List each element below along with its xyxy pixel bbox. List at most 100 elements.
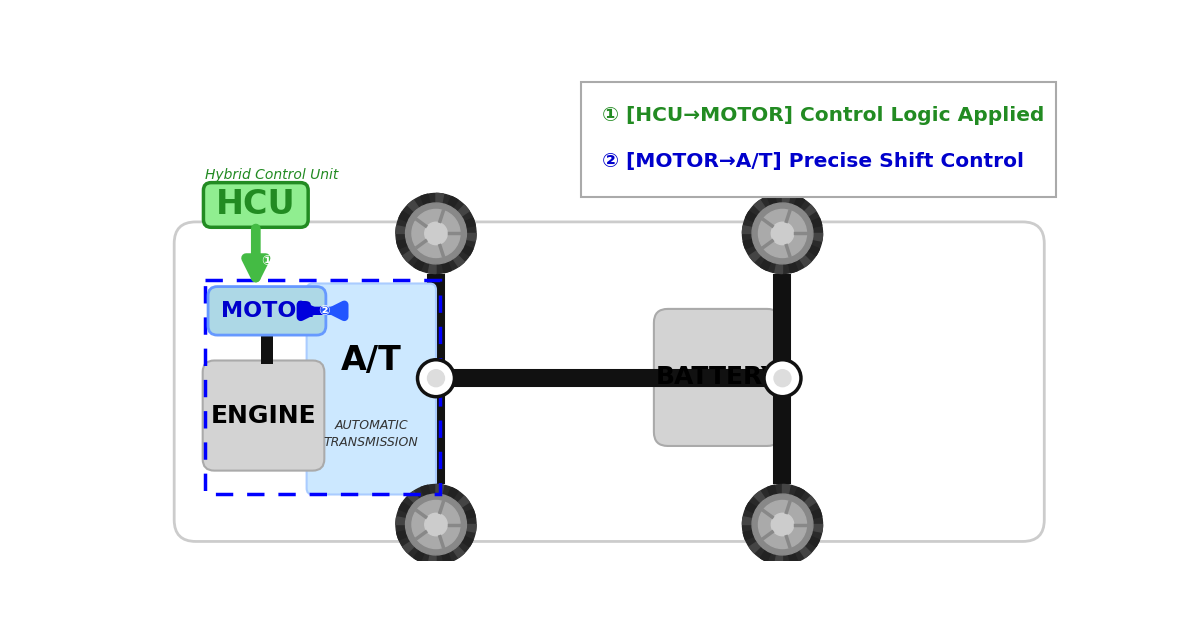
Polygon shape [467, 234, 476, 241]
FancyBboxPatch shape [203, 360, 325, 471]
Text: BATTERY: BATTERY [655, 365, 780, 389]
Circle shape [396, 193, 476, 273]
Polygon shape [459, 496, 469, 507]
Circle shape [752, 203, 813, 264]
Circle shape [424, 513, 447, 536]
Polygon shape [808, 246, 820, 256]
FancyBboxPatch shape [581, 82, 1056, 197]
Circle shape [412, 500, 460, 549]
Polygon shape [465, 509, 475, 518]
FancyBboxPatch shape [204, 183, 308, 227]
Polygon shape [745, 211, 756, 222]
Circle shape [743, 193, 822, 273]
Polygon shape [397, 530, 408, 540]
Polygon shape [767, 194, 776, 205]
Polygon shape [775, 555, 782, 564]
Text: HCU: HCU [216, 188, 296, 222]
Circle shape [752, 494, 813, 555]
Text: AUTOMATIC
TRANSMISSION: AUTOMATIC TRANSMISSION [324, 420, 418, 449]
Polygon shape [812, 218, 821, 227]
Polygon shape [448, 488, 459, 498]
Circle shape [771, 513, 794, 536]
Polygon shape [403, 251, 414, 261]
Circle shape [412, 209, 460, 258]
Polygon shape [812, 509, 821, 518]
Circle shape [743, 484, 822, 564]
Polygon shape [775, 264, 782, 273]
Polygon shape [789, 262, 798, 273]
Circle shape [774, 370, 790, 387]
Polygon shape [421, 485, 430, 496]
FancyBboxPatch shape [174, 222, 1044, 541]
Polygon shape [467, 525, 476, 532]
Polygon shape [743, 517, 751, 525]
Polygon shape [436, 484, 443, 494]
FancyBboxPatch shape [307, 284, 436, 495]
Polygon shape [745, 502, 756, 513]
Polygon shape [396, 226, 405, 234]
Polygon shape [761, 260, 770, 270]
Polygon shape [743, 239, 754, 249]
Polygon shape [808, 537, 820, 547]
Circle shape [764, 360, 801, 397]
FancyBboxPatch shape [209, 287, 326, 335]
Polygon shape [454, 547, 465, 558]
Polygon shape [465, 218, 475, 227]
Polygon shape [782, 484, 790, 494]
Polygon shape [399, 211, 410, 222]
Text: MOTOR: MOTOR [220, 301, 313, 321]
Polygon shape [805, 496, 815, 507]
Polygon shape [399, 502, 410, 513]
Text: ② [MOTOR→A/T] Precise Shift Control: ② [MOTOR→A/T] Precise Shift Control [602, 152, 1024, 171]
Polygon shape [761, 551, 770, 561]
Polygon shape [754, 491, 766, 503]
Polygon shape [421, 194, 430, 205]
Text: Hybrid Control Unit: Hybrid Control Unit [205, 168, 339, 182]
Circle shape [758, 500, 807, 549]
Circle shape [405, 203, 467, 264]
Polygon shape [436, 193, 443, 203]
Text: A/T: A/T [341, 343, 402, 377]
Circle shape [428, 370, 444, 387]
Polygon shape [403, 542, 414, 553]
Polygon shape [749, 251, 761, 261]
FancyBboxPatch shape [654, 309, 781, 446]
Polygon shape [749, 542, 761, 553]
Polygon shape [428, 555, 436, 564]
Circle shape [771, 222, 794, 244]
Polygon shape [408, 491, 418, 503]
Polygon shape [813, 234, 822, 241]
Text: ②: ② [318, 304, 329, 318]
Polygon shape [767, 485, 776, 496]
Polygon shape [442, 262, 451, 273]
Polygon shape [459, 205, 469, 216]
Text: ①: ① [261, 254, 273, 268]
Polygon shape [754, 200, 766, 212]
Polygon shape [794, 197, 805, 207]
Polygon shape [454, 256, 465, 266]
FancyBboxPatch shape [261, 332, 273, 364]
Polygon shape [408, 200, 418, 212]
Polygon shape [462, 246, 473, 256]
Polygon shape [414, 260, 424, 270]
Polygon shape [794, 488, 805, 498]
Polygon shape [743, 530, 754, 540]
Polygon shape [805, 205, 815, 216]
Polygon shape [396, 517, 405, 525]
Circle shape [417, 360, 455, 397]
Text: ENGINE: ENGINE [211, 404, 316, 428]
Polygon shape [442, 553, 451, 564]
Polygon shape [800, 547, 811, 558]
Polygon shape [782, 193, 790, 203]
Polygon shape [428, 264, 436, 273]
Polygon shape [397, 239, 408, 249]
Circle shape [396, 484, 476, 564]
Circle shape [405, 494, 467, 555]
Text: ① [HCU→MOTOR] Control Logic Applied: ① [HCU→MOTOR] Control Logic Applied [602, 106, 1045, 125]
Polygon shape [448, 197, 459, 207]
Polygon shape [789, 553, 798, 564]
Circle shape [758, 209, 807, 258]
Polygon shape [800, 256, 811, 266]
Circle shape [424, 222, 447, 244]
Polygon shape [414, 551, 424, 561]
